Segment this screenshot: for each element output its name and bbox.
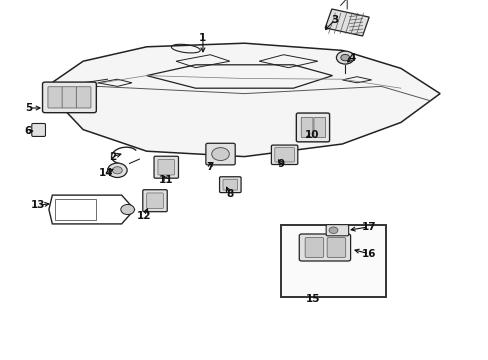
FancyBboxPatch shape xyxy=(146,193,163,208)
FancyBboxPatch shape xyxy=(313,117,325,138)
Text: 3: 3 xyxy=(331,15,338,25)
Text: 15: 15 xyxy=(305,294,320,304)
FancyBboxPatch shape xyxy=(154,156,178,178)
Circle shape xyxy=(328,227,337,233)
Polygon shape xyxy=(44,43,439,157)
Circle shape xyxy=(336,51,353,64)
Text: 10: 10 xyxy=(304,130,319,140)
Circle shape xyxy=(211,148,229,161)
FancyBboxPatch shape xyxy=(305,238,323,257)
Text: 5: 5 xyxy=(25,103,32,113)
FancyBboxPatch shape xyxy=(296,113,329,142)
FancyBboxPatch shape xyxy=(219,177,241,193)
FancyBboxPatch shape xyxy=(299,234,350,261)
FancyBboxPatch shape xyxy=(325,225,348,236)
Text: 11: 11 xyxy=(159,175,173,185)
FancyBboxPatch shape xyxy=(62,87,77,108)
Circle shape xyxy=(107,163,127,177)
Circle shape xyxy=(121,204,134,215)
Text: 9: 9 xyxy=(277,159,284,169)
FancyBboxPatch shape xyxy=(205,143,235,165)
FancyBboxPatch shape xyxy=(301,117,312,138)
Text: 16: 16 xyxy=(361,249,376,259)
Text: 14: 14 xyxy=(99,168,114,178)
Text: 6: 6 xyxy=(25,126,32,136)
Text: 1: 1 xyxy=(199,33,206,43)
Text: 7: 7 xyxy=(206,162,214,172)
Polygon shape xyxy=(325,9,368,36)
FancyBboxPatch shape xyxy=(271,145,297,165)
Text: 8: 8 xyxy=(226,189,233,199)
FancyBboxPatch shape xyxy=(326,238,345,257)
Text: 4: 4 xyxy=(347,53,355,63)
Circle shape xyxy=(112,167,122,174)
FancyBboxPatch shape xyxy=(274,148,294,162)
Text: 2: 2 xyxy=(109,152,116,162)
Circle shape xyxy=(340,54,349,61)
FancyBboxPatch shape xyxy=(158,159,174,175)
Text: 17: 17 xyxy=(361,222,376,232)
FancyBboxPatch shape xyxy=(142,190,167,212)
Text: 12: 12 xyxy=(137,211,151,221)
FancyBboxPatch shape xyxy=(48,87,62,108)
Text: 13: 13 xyxy=(31,200,45,210)
FancyBboxPatch shape xyxy=(76,87,91,108)
FancyBboxPatch shape xyxy=(223,179,237,190)
Bar xyxy=(281,225,386,297)
FancyBboxPatch shape xyxy=(42,82,96,113)
FancyBboxPatch shape xyxy=(32,123,45,136)
